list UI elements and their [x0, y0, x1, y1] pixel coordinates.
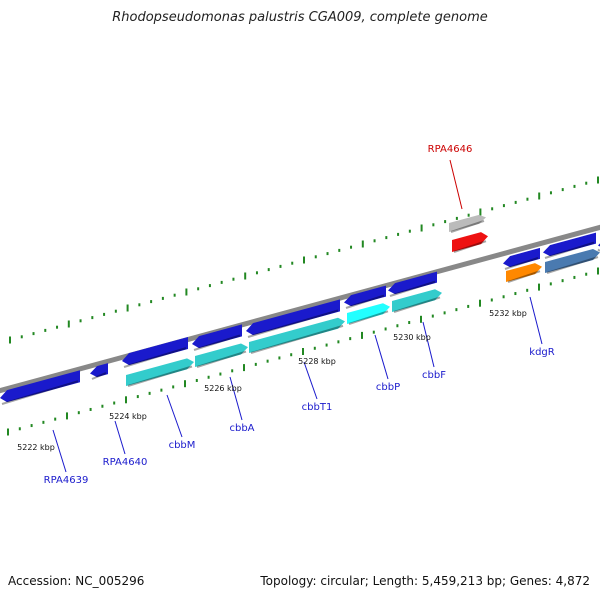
- gene-labels: RPA4639 RPA4640 cbbM cbbA cbbT1 cbbP cbbF kdgR R…: [44, 144, 555, 486]
- gene-next-edge: [544, 241, 595, 259]
- leader-kdgr: [529, 296, 543, 345]
- scale-label: 5226 kbp: [204, 384, 242, 393]
- feature-cbbt1-cds-edge: [250, 324, 344, 354]
- gene-cbbf-edge: [389, 280, 436, 297]
- gene-cbbt1-edge: [247, 309, 339, 338]
- gene-label-rpa4646: RPA4646: [428, 144, 473, 155]
- label-leaders: [52, 159, 543, 473]
- feature-rpa4646-red: [452, 232, 488, 252]
- scale-label: 5232 kbp: [489, 309, 527, 318]
- gene-cbbt1: [246, 299, 340, 336]
- leader-rpa4639: [52, 429, 67, 473]
- gene-rpa4640: [90, 363, 108, 378]
- gene-rpa4639-edge: [1, 380, 79, 405]
- leader-rpa4646: [449, 159, 463, 210]
- gene-label-kdgr: kdgR: [529, 347, 554, 358]
- scale-label: 5230 kbp: [393, 333, 431, 342]
- gene-kdgr: [503, 247, 540, 268]
- scale-label: 5224 kbp: [109, 412, 147, 421]
- gene-cbba-edge: [193, 334, 241, 351]
- gene-kdgr-edge: [504, 256, 539, 270]
- gene-rpa4639: [0, 370, 80, 403]
- genome-summary: Topology: circular; Length: 5,459,213 bp…: [260, 574, 590, 588]
- map-title: Rhodopseudomonas palustris CGA009, compl…: [112, 10, 488, 25]
- scale-label: 5222 kbp: [17, 443, 55, 452]
- feature-cbbp-cds-edge: [348, 310, 389, 325]
- feature-cbbm-cds-edge: [127, 365, 193, 387]
- feature-kdgr-cds-edge: [507, 270, 541, 283]
- gene-next: [543, 232, 596, 257]
- gene-label-cbbm: cbbM: [169, 440, 196, 451]
- feature-cbbf-cds-edge: [393, 296, 441, 313]
- tick-marks: [7, 176, 599, 436]
- feature-cbbf-cds: [392, 289, 442, 312]
- feature-next-cds-edge: [546, 256, 599, 274]
- gene-label-cbbf: cbbF: [422, 370, 446, 381]
- feature-rpa4646-red-edge: [453, 240, 487, 253]
- feature-cbbm-cds: [126, 358, 194, 386]
- gene-features: [0, 214, 600, 405]
- backbone-line: [0, 224, 600, 394]
- genome-backbone: [0, 224, 600, 394]
- gene-cbbm: [122, 337, 188, 366]
- gene-cbba: [192, 324, 242, 349]
- gene-cbbp: [344, 285, 386, 307]
- feature-rpa4646-gray: [449, 214, 486, 232]
- gene-label-cbbp: cbbP: [376, 382, 400, 393]
- feature-next-cds: [545, 248, 600, 273]
- scale-label: 5228 kbp: [298, 357, 336, 366]
- scale-labels: 5222 kbp 5224 kbp 5226 kbp 5228 kbp 5230 kbp…: [17, 309, 527, 452]
- leader-rpa4640: [114, 420, 126, 455]
- feature-rpa4646-gray-edge: [450, 219, 485, 233]
- gene-cbbf: [388, 271, 437, 295]
- feature-cbbp-cds: [347, 303, 390, 324]
- gene-label-cbbt1: cbbT1: [302, 402, 333, 413]
- feature-cbbt1-cds: [249, 317, 345, 353]
- feature-cbba-cds-edge: [196, 350, 247, 368]
- feature-kdgr-cds: [506, 263, 542, 282]
- gene-edge: [598, 239, 600, 251]
- gene-cbbm-edge: [123, 347, 187, 368]
- leader-cbbf: [422, 321, 435, 368]
- gene-rpa4640-edge: [91, 372, 107, 380]
- leader-cbbp: [374, 334, 389, 380]
- gene-label-rpa4640: RPA4640: [103, 457, 148, 468]
- feature-cbba-cds: [195, 343, 248, 367]
- accession-text: Accession: NC_005296: [8, 574, 145, 588]
- leader-cbbm: [166, 394, 183, 438]
- gene-label-rpa4639: RPA4639: [44, 475, 89, 486]
- gene-label-cbba: cbbA: [229, 423, 254, 434]
- leader-cbba: [229, 376, 243, 421]
- gene-cbbp-edge: [345, 294, 385, 309]
- leader-cbbt1: [303, 361, 318, 400]
